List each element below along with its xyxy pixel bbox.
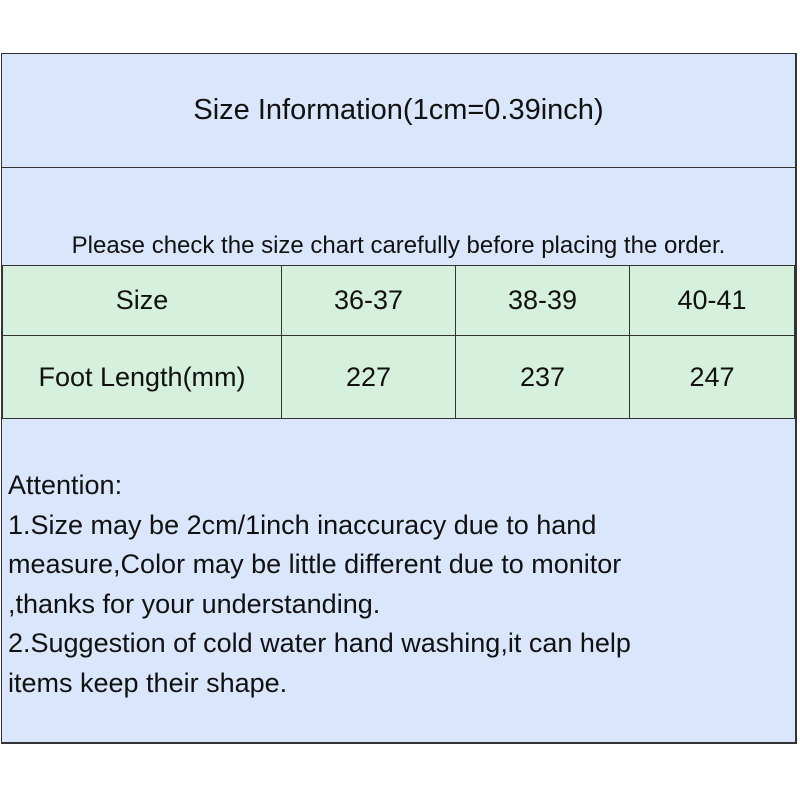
table-cell: 36-37 (281, 265, 456, 336)
attention-line: 1.Size may be 2cm/1inch inaccuracy due t… (8, 509, 597, 540)
size-info-title: Size Information(1cm=0.39inch) (2, 54, 795, 168)
table-cell: 40-41 (629, 265, 795, 336)
table-cell: 247 (629, 335, 795, 419)
table-cell: Foot Length(mm) (2, 335, 282, 419)
table-cell: 237 (455, 335, 630, 419)
attention-line: ,thanks for your understanding. (8, 588, 381, 619)
table-cell: 38-39 (455, 265, 630, 336)
attention-line: 2.Suggestion of cold water hand washing,… (8, 628, 631, 658)
table-cell: 227 (281, 335, 456, 419)
table-row: Size 36-37 38-39 40-41 (2, 265, 795, 336)
size-table: Size 36-37 38-39 40-41 Foot Length(mm) 2… (2, 265, 795, 419)
attention-line: items keep their shape. (8, 667, 288, 698)
table-cell: Size (2, 265, 282, 336)
attention-line: measure,Color may be little different du… (8, 549, 622, 579)
table-row: Foot Length(mm) 227 237 247 (2, 335, 795, 419)
size-note: Please check the size chart carefully be… (71, 232, 726, 259)
attention-block: Attention: 1.Size may be 2cm/1inch inaccu… (8, 466, 631, 703)
attention-heading: Attention: (8, 470, 123, 500)
size-chart: Size Information(1cm=0.39inch) Please ch… (1, 53, 797, 744)
